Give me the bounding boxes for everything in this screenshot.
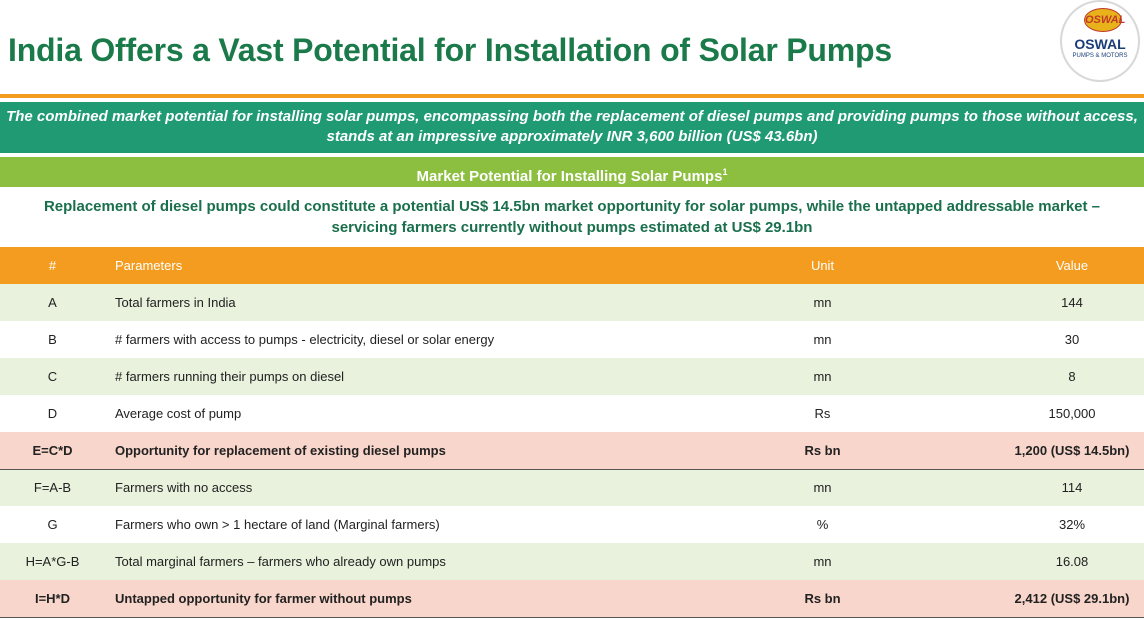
row-unit: Rs bn bbox=[804, 591, 841, 606]
row-num: I=H*D bbox=[34, 591, 71, 606]
row-unit: mn bbox=[813, 554, 832, 569]
description-text: Replacement of diesel pumps could consti… bbox=[0, 196, 1144, 238]
market-potential-table: # Parameters Unit Value A Total farmers … bbox=[0, 247, 1144, 617]
row-unit: mn bbox=[813, 332, 832, 347]
banner-line-2: stands at an impressive approximately IN… bbox=[326, 128, 818, 145]
row-unit: Rs bn bbox=[804, 442, 841, 458]
row-parameter: Total marginal farmers – farmers who alr… bbox=[115, 554, 446, 569]
table-row-total: I=H*D Untapped opportunity for farmer wi… bbox=[0, 580, 1144, 617]
table-row: C # farmers running their pumps on diese… bbox=[0, 358, 1144, 395]
row-num: E=C*D bbox=[32, 442, 73, 458]
section-subtitle-bar: Market Potential for Installing Solar Pu… bbox=[0, 157, 1144, 187]
row-num: D bbox=[47, 406, 58, 421]
section-subtitle: Market Potential for Installing Solar Pu… bbox=[416, 168, 723, 185]
row-parameter: Untapped opportunity for farmer without … bbox=[115, 591, 412, 606]
row-unit: % bbox=[816, 517, 829, 532]
description-line-1: Replacement of diesel pumps could consti… bbox=[43, 198, 1101, 215]
row-parameter: # farmers with access to pumps - electri… bbox=[115, 332, 495, 347]
table-row: A Total farmers in India mn 144 bbox=[0, 284, 1144, 321]
description-line-2: servicing farmers currently without pump… bbox=[331, 219, 813, 236]
row-num: C bbox=[47, 369, 58, 384]
row-unit: mn bbox=[645, 468, 1000, 506]
row-value: 1,200 (US$ 14.5bn) bbox=[1014, 442, 1130, 458]
summary-banner: The combined market potential for instal… bbox=[0, 102, 1144, 153]
banner-line-1: The combined market potential for instal… bbox=[6, 108, 1138, 125]
row-parameter: Opportunity for replacement of existing … bbox=[115, 442, 446, 458]
header-value: Value bbox=[1000, 247, 1144, 284]
row-parameter: Average cost of pump bbox=[115, 406, 242, 421]
row-unit: mn bbox=[813, 369, 832, 384]
table-row-total: E=C*D Opportunity for replacement of exi… bbox=[0, 432, 1144, 469]
header-num: # bbox=[0, 247, 105, 284]
table-header-row: # Parameters Unit Value bbox=[0, 247, 1144, 284]
logo-brand-text: OSWAL bbox=[1074, 36, 1126, 52]
row-value: 32% bbox=[1058, 517, 1086, 532]
row-unit: mn bbox=[813, 295, 832, 310]
row-value: 2,412 (US$ 29.1bn) bbox=[1014, 591, 1130, 606]
row-num: A bbox=[48, 295, 57, 310]
logo-badge-icon: OSWAL bbox=[1084, 8, 1126, 32]
row-parameter: Farmers who own > 1 hectare of land (Mar… bbox=[115, 517, 440, 532]
logo-sub-text: PUMPS & MOTORS bbox=[1072, 53, 1128, 59]
row-parameter: # farmers running their pumps on diesel bbox=[115, 369, 345, 384]
table-row: H=A*G-B Total marginal farmers – farmers… bbox=[0, 543, 1144, 580]
header-parameters: Parameters bbox=[105, 247, 645, 284]
table-row: G Farmers who own > 1 hectare of land (M… bbox=[0, 506, 1144, 543]
logo-badge-text: OSWAL bbox=[1085, 14, 1126, 26]
row-num: B bbox=[48, 332, 57, 347]
footnote-marker: 1 bbox=[722, 167, 728, 177]
row-unit: Rs bbox=[814, 406, 831, 421]
table-row: F=A-B Farmers with no access mn 114 bbox=[0, 468, 1144, 506]
row-num: G bbox=[47, 517, 58, 532]
table-bottom-border bbox=[0, 617, 1144, 618]
row-parameter: Total farmers in India bbox=[115, 295, 236, 310]
title-divider bbox=[0, 94, 1144, 98]
row-value: 114 bbox=[1000, 468, 1144, 506]
row-value: 30 bbox=[1064, 332, 1080, 347]
row-num: F=A-B bbox=[0, 468, 105, 506]
table-row: B # farmers with access to pumps - elect… bbox=[0, 321, 1144, 358]
row-value: 8 bbox=[1068, 369, 1076, 384]
table-row: D Average cost of pump Rs 150,000 bbox=[0, 395, 1144, 432]
row-value: 144 bbox=[1061, 295, 1083, 310]
row-num: H=A*G-B bbox=[25, 554, 80, 569]
row-value: 150,000 bbox=[1048, 406, 1096, 421]
oswal-logo: OSWAL OSWAL PUMPS & MOTORS bbox=[1060, 0, 1140, 82]
page-title: India Offers a Vast Potential for Instal… bbox=[8, 32, 892, 68]
row-parameter: Farmers with no access bbox=[105, 468, 645, 506]
header-unit: Unit bbox=[645, 247, 1000, 284]
row-value: 16.08 bbox=[1055, 554, 1089, 569]
